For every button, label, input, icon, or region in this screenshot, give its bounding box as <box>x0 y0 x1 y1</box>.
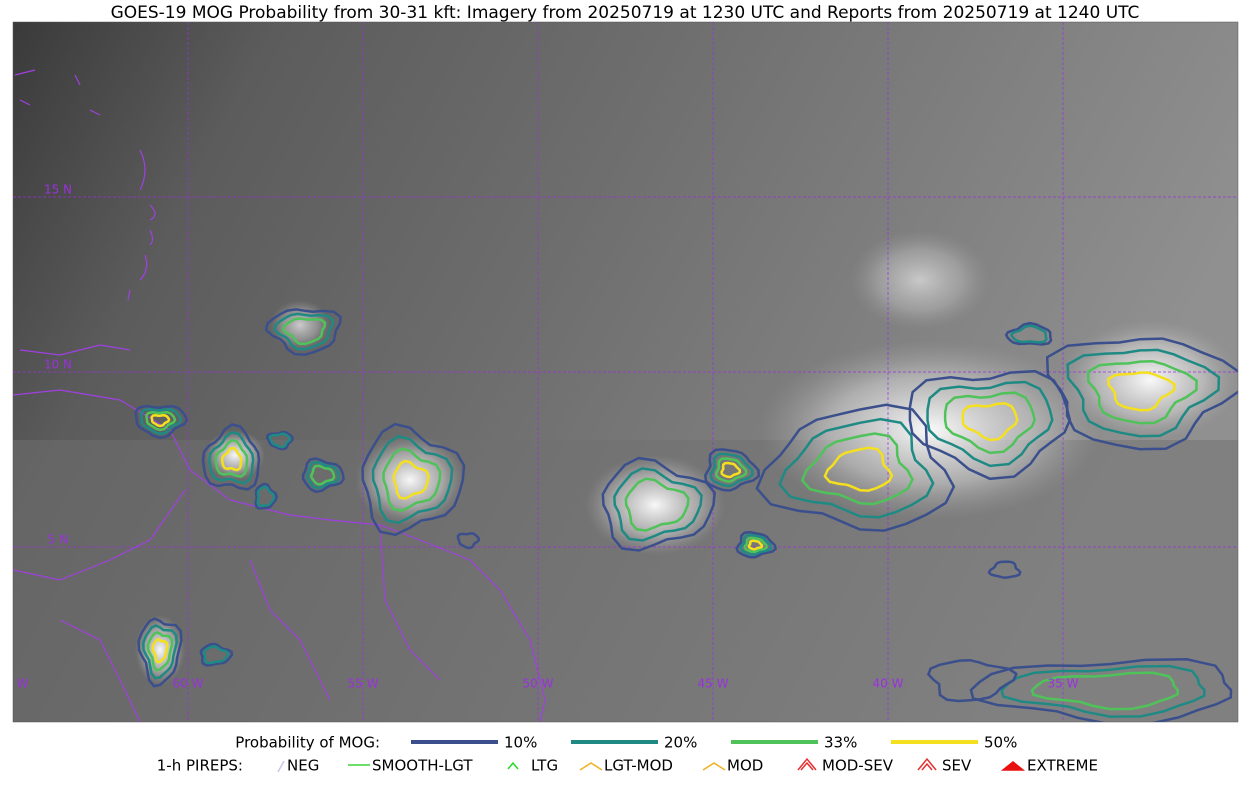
map-frame <box>12 21 1239 723</box>
contour <box>747 539 764 551</box>
lon-label: 55 W <box>348 677 379 691</box>
contour <box>755 403 956 532</box>
pirep-symbol <box>579 762 603 771</box>
pirep-symbol <box>702 762 726 771</box>
contour <box>256 485 276 508</box>
contour <box>624 477 690 532</box>
legend-item: 10% <box>504 734 537 752</box>
lon-label: 60 W <box>173 677 204 691</box>
contour <box>1086 359 1198 425</box>
pirep-symbol <box>797 757 817 771</box>
pirep-symbol <box>1000 761 1026 771</box>
legend-item: MOD-SEV <box>822 757 894 775</box>
legend-label: 1-h PIREPS: <box>157 757 243 775</box>
contour <box>137 617 183 688</box>
contour <box>382 447 442 513</box>
contour <box>1045 337 1238 451</box>
contour <box>961 402 1019 442</box>
contour <box>146 631 174 672</box>
contour <box>145 411 177 432</box>
lat-label: 10 N <box>44 358 72 372</box>
contour <box>265 430 294 451</box>
contour <box>268 432 292 449</box>
contour <box>361 422 466 537</box>
pirep-symbol <box>277 760 285 773</box>
contour <box>214 438 249 478</box>
graticule-labels: 15 N 10 N 5 N 65 W 60 W 55 W 50 W 45 W 40 W 35 W <box>0 183 1079 691</box>
contour <box>306 460 341 490</box>
contour <box>739 533 773 556</box>
legend-item: SEV <box>942 757 972 775</box>
contour <box>220 446 243 472</box>
contour <box>254 482 279 510</box>
lat-label: 15 N <box>44 183 72 197</box>
contour <box>969 658 1233 722</box>
contour <box>735 530 778 559</box>
contour <box>199 642 234 667</box>
contour <box>926 658 1018 703</box>
contour <box>778 417 935 519</box>
contour <box>301 457 345 494</box>
contour <box>926 380 1054 468</box>
contour <box>714 457 748 483</box>
legend-label: Probability of MOG: <box>235 734 380 752</box>
legend-item: 50% <box>984 734 1017 752</box>
contour <box>908 369 1072 481</box>
contour <box>943 391 1037 455</box>
contour <box>142 624 178 680</box>
legend: Probability of MOG: 10% 20% 33% 50% 1-h PIREP… <box>157 734 1098 775</box>
pirep-symbol <box>507 761 519 770</box>
probability-contours <box>134 308 1238 722</box>
contour <box>151 637 169 664</box>
contour <box>1107 371 1176 412</box>
legend-item: 33% <box>824 734 857 752</box>
contour <box>150 414 171 428</box>
contour <box>281 317 327 346</box>
contour <box>800 432 914 506</box>
contour <box>264 308 343 357</box>
contour <box>709 452 754 488</box>
title: GOES-19 MOG Probability from 30-31 kft: … <box>111 3 1140 23</box>
lon-label: 40 W <box>873 677 904 691</box>
legend-item: LGT-MOD <box>604 757 673 775</box>
contour <box>208 430 255 485</box>
contour <box>743 536 768 554</box>
legend-item: EXTREME <box>1027 757 1098 775</box>
legend-item: SMOOTH-LGT <box>372 757 473 775</box>
contour <box>823 446 894 492</box>
legend-item: NEG <box>287 757 319 775</box>
legend-item: MOD <box>727 757 763 775</box>
contour <box>310 464 336 486</box>
contour <box>1066 348 1221 438</box>
contour <box>601 456 716 552</box>
contour <box>134 404 189 439</box>
lon-label: 50 W <box>523 677 554 691</box>
contour <box>273 312 335 351</box>
lon-label: 65 W <box>0 677 29 691</box>
contour <box>371 435 454 525</box>
contour <box>1000 664 1206 718</box>
contour <box>720 461 742 479</box>
contour <box>1030 671 1179 711</box>
map: 15 N 10 N 5 N 65 W 60 W 55 W 50 W 45 W 40 W 35 W <box>0 22 1238 722</box>
lon-label: 35 W <box>1048 677 1079 691</box>
contour <box>987 560 1022 579</box>
pirep-symbol <box>917 757 937 771</box>
legend-item: LTG <box>531 757 558 775</box>
legend-item: 20% <box>664 734 697 752</box>
contour <box>613 467 703 542</box>
lon-label: 45 W <box>698 677 729 691</box>
contour <box>201 423 261 491</box>
contour <box>1004 321 1053 346</box>
contour <box>704 448 761 492</box>
contour <box>456 532 481 550</box>
contour <box>1009 324 1048 344</box>
contour <box>392 459 430 500</box>
contour <box>139 407 183 436</box>
contour <box>202 645 230 665</box>
lat-label: 5 N <box>48 533 68 547</box>
